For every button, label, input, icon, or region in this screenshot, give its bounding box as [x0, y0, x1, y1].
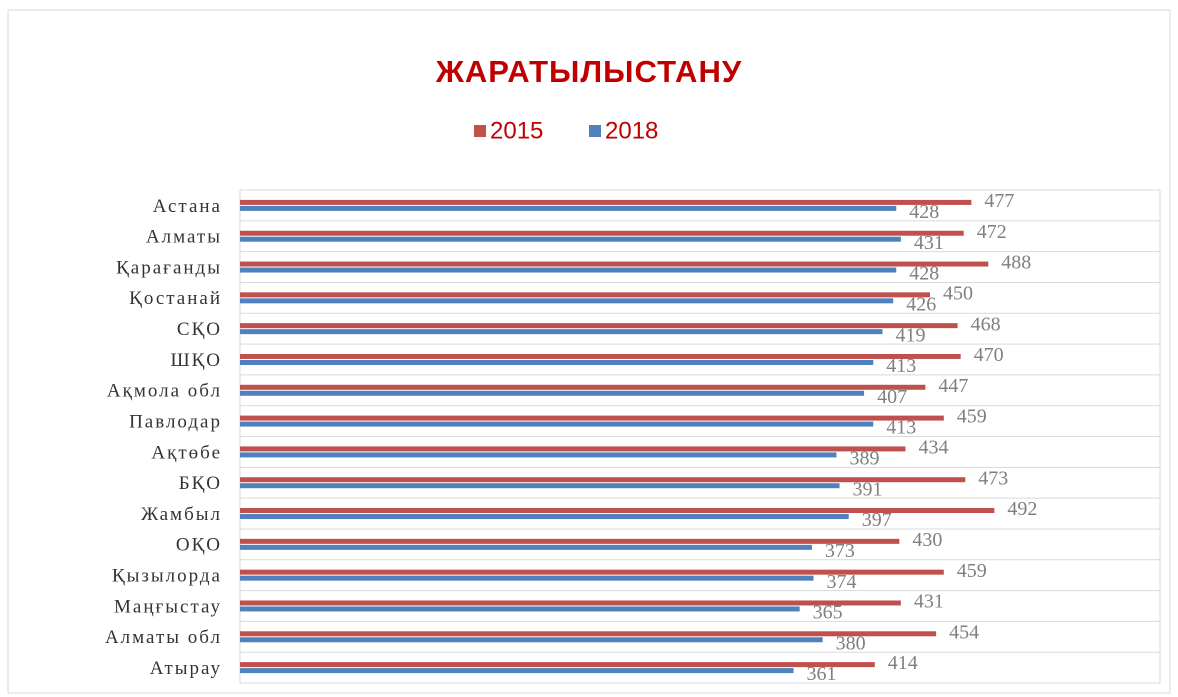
bar — [240, 668, 794, 674]
data-label: 454 — [949, 621, 979, 643]
data-label: 380 — [836, 632, 866, 654]
data-label: 492 — [1007, 498, 1037, 520]
y-tick-label: Астана — [153, 196, 222, 217]
data-label: 431 — [914, 591, 944, 613]
data-label: 473 — [978, 467, 1008, 489]
data-label: 430 — [912, 529, 942, 551]
data-label: 389 — [849, 448, 879, 470]
data-label: 428 — [909, 263, 939, 285]
data-label: 413 — [886, 355, 916, 377]
data-label: 428 — [909, 201, 939, 223]
data-label: 434 — [918, 437, 948, 459]
bar — [240, 359, 874, 365]
bar — [240, 236, 901, 242]
bar — [240, 298, 894, 304]
bar — [240, 329, 883, 335]
bar — [240, 544, 812, 550]
bar — [240, 514, 849, 520]
bar — [240, 292, 930, 298]
data-label: 426 — [906, 293, 936, 315]
bar — [240, 199, 972, 205]
bar — [240, 384, 926, 390]
bar — [240, 230, 964, 236]
data-label: 447 — [938, 375, 968, 397]
legend-swatch — [474, 125, 486, 137]
bar — [240, 483, 840, 489]
bar — [240, 662, 875, 668]
bar — [240, 267, 897, 273]
y-tick-label: СҚО — [177, 319, 222, 340]
y-tick-label: ОҚО — [176, 535, 222, 556]
y-tick-label: Алматы обл — [105, 627, 222, 648]
y-tick-label: Ақмола обл — [107, 381, 222, 402]
data-label: 472 — [977, 221, 1007, 243]
bar — [240, 323, 958, 329]
data-label: 450 — [943, 282, 973, 304]
bar — [240, 631, 937, 637]
data-label: 413 — [886, 417, 916, 439]
y-tick-label: Жамбыл — [141, 504, 222, 525]
bar — [240, 538, 900, 544]
data-label: 397 — [862, 509, 892, 531]
bar — [240, 421, 874, 427]
data-label: 468 — [971, 313, 1001, 335]
bar — [240, 415, 944, 421]
bar — [240, 606, 800, 612]
data-label: 419 — [895, 324, 925, 346]
data-label: 391 — [853, 478, 883, 500]
data-label: 361 — [807, 663, 837, 685]
y-tick-label: Атырау — [150, 658, 222, 679]
bar — [240, 446, 906, 452]
bar — [240, 600, 901, 606]
y-tick-label: ШҚО — [170, 350, 222, 371]
bar — [240, 261, 989, 267]
data-label: 374 — [826, 571, 856, 593]
data-label: 459 — [957, 560, 987, 582]
data-label: 365 — [813, 602, 843, 624]
bar — [240, 477, 966, 483]
bar — [240, 569, 944, 575]
bar — [240, 575, 814, 581]
data-label: 414 — [888, 652, 918, 674]
legend-swatch — [589, 125, 601, 137]
data-label: 470 — [974, 344, 1004, 366]
data-label: 407 — [877, 386, 907, 408]
data-label: 488 — [1001, 252, 1031, 274]
bar — [240, 452, 837, 458]
y-tick-label: Ақтөбе — [151, 442, 222, 463]
legend-label: 2018 — [605, 117, 658, 144]
y-tick-label: Маңғыстау — [114, 596, 222, 617]
bar — [240, 637, 823, 643]
data-label: 373 — [825, 540, 855, 562]
y-tick-label: Алматы — [146, 227, 222, 248]
legend-label: 2015 — [490, 117, 543, 144]
chart-title: ЖАРАТЫЛЫСТАНУ — [435, 54, 742, 89]
data-label: 431 — [914, 232, 944, 254]
y-tick-label: Қызылорда — [112, 566, 222, 587]
bar — [240, 390, 865, 396]
bar — [240, 205, 897, 211]
y-tick-label: Павлодар — [129, 411, 222, 432]
data-label: 477 — [984, 190, 1014, 212]
data-label: 459 — [957, 406, 987, 428]
bar — [240, 508, 995, 514]
bar — [240, 353, 961, 359]
y-tick-label: БҚО — [179, 473, 222, 494]
y-tick-label: Қостанай — [129, 288, 222, 309]
y-tick-label: Қарағанды — [116, 257, 222, 278]
